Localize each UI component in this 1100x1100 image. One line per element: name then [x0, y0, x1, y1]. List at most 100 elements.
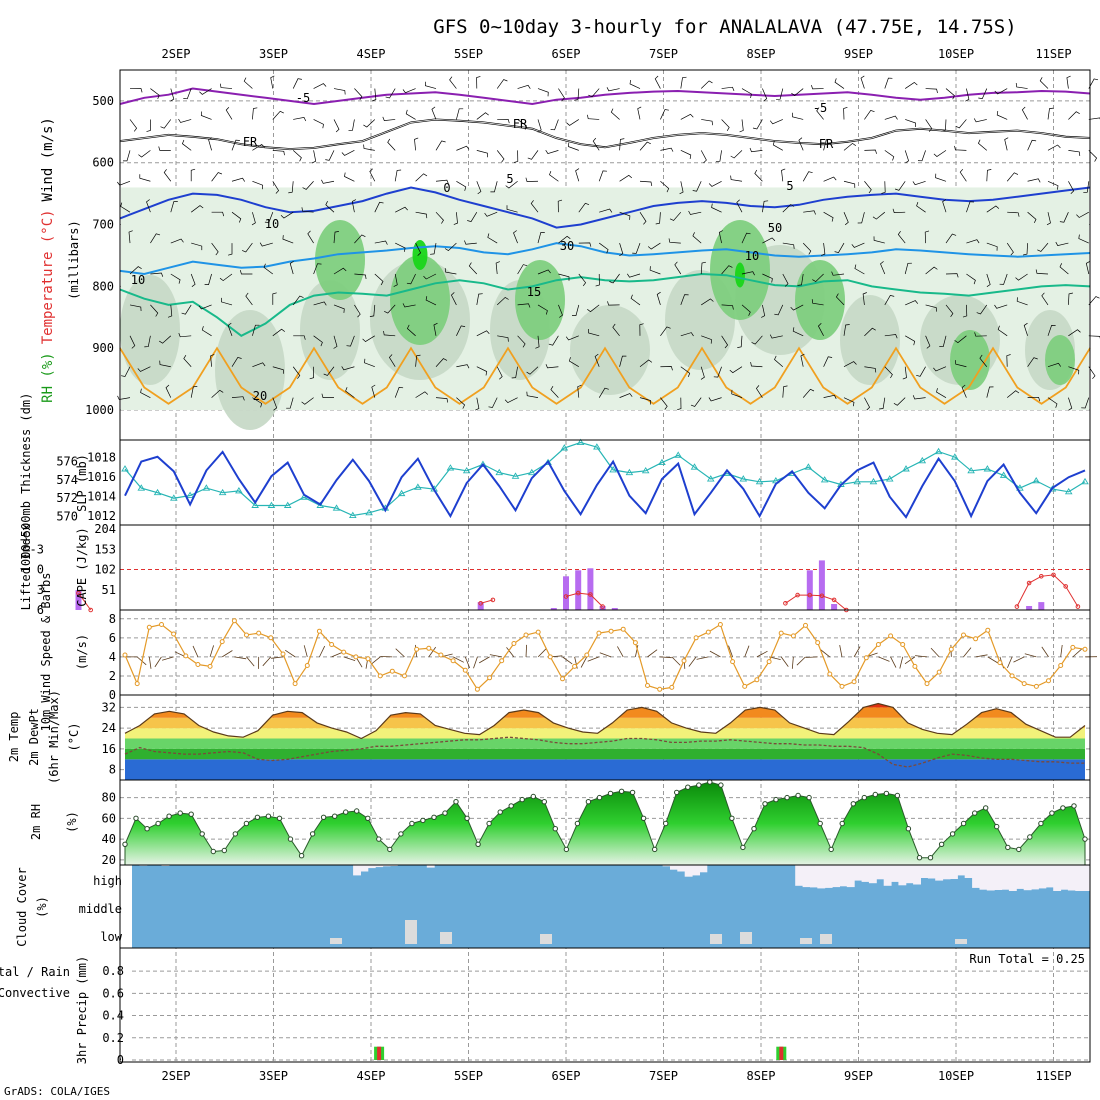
wind-barb	[1088, 366, 1096, 380]
wind-barb	[835, 293, 845, 306]
rh2m-point	[243, 820, 250, 827]
wind-barb	[598, 387, 609, 398]
cloud-high-gap	[942, 865, 951, 880]
wind-barb	[864, 149, 877, 154]
wind-barb	[139, 174, 151, 182]
wind-speed-point	[402, 673, 407, 679]
wind-barb	[387, 138, 396, 151]
wind-barb	[252, 397, 263, 408]
cloud-high-gap	[1045, 865, 1054, 888]
wind-barb-10m	[587, 656, 600, 662]
cape-tick-label: 153	[94, 542, 116, 556]
wind-speed-point	[645, 683, 650, 688]
wind-barb-10m	[791, 656, 794, 669]
wind-barb	[1041, 292, 1049, 306]
wind-barb	[415, 391, 429, 398]
wind-barb	[999, 273, 1008, 285]
wind-barb	[444, 268, 457, 275]
rh2m-point	[883, 790, 890, 797]
rh2m-point	[475, 841, 481, 847]
cloud-low-gap	[820, 934, 832, 944]
wind-barb-10m	[537, 648, 547, 658]
cloud-high-gap	[964, 865, 973, 878]
wind-barb	[159, 335, 172, 344]
wind-barb	[211, 172, 223, 182]
rh2m-point	[762, 801, 768, 807]
li-point	[1039, 574, 1044, 579]
upper-axis-label-part: Wind (m/s)	[40, 117, 56, 201]
rh2m-point	[177, 810, 183, 816]
wind-barb	[1088, 296, 1100, 306]
wind-barb	[607, 301, 620, 306]
wind-barb	[1047, 144, 1061, 151]
wind-barb	[912, 180, 926, 186]
wind-barb	[802, 242, 812, 255]
li-point	[783, 601, 788, 606]
wind-barb	[762, 200, 769, 213]
date-label-bottom: 10SEP	[938, 1069, 974, 1083]
wind-barb	[688, 210, 702, 215]
wind-barb	[464, 240, 477, 245]
wind-barb	[263, 263, 274, 275]
wind-barb	[204, 273, 212, 285]
thickness-axis-label: 1000~500mb Thickness (dm)	[19, 393, 33, 574]
li-line	[1016, 574, 1079, 607]
rh-region	[215, 310, 285, 430]
precip-axis-label: 3hr Precip (mm)	[75, 956, 89, 1064]
rh2m-point	[508, 803, 514, 809]
wind-barb-10m	[319, 645, 326, 658]
thickness-point	[593, 443, 601, 450]
wind-barb-10m	[562, 656, 573, 665]
wind-barb	[627, 273, 641, 278]
wind-barb	[406, 273, 416, 285]
wind-barb	[721, 86, 735, 92]
wind-barb-10m	[192, 645, 199, 658]
wind-barb	[959, 168, 967, 182]
wind-barb-10m	[1060, 644, 1063, 657]
wind-speed-point	[316, 628, 322, 634]
wind-barb	[252, 144, 265, 151]
wind-barb	[831, 271, 845, 276]
wind-barb	[371, 384, 376, 398]
rh2m-point	[453, 799, 459, 805]
contour-label: FR	[513, 117, 528, 131]
rh2m-point	[265, 813, 272, 819]
thickness-point	[300, 493, 308, 500]
wind-barb	[333, 88, 346, 95]
pressure-tick-label: 500	[92, 94, 114, 108]
wind-barb	[1068, 292, 1073, 305]
wind-barb	[1027, 178, 1041, 183]
cloud-high-gap	[353, 865, 361, 876]
wind-barb	[588, 88, 600, 98]
wind-barb	[772, 140, 783, 151]
cloud-high-gap	[861, 865, 870, 882]
rh2m-point	[309, 831, 316, 837]
wind-barb	[272, 150, 285, 156]
wind-barb	[364, 358, 375, 368]
thickness-tick-label: 576	[56, 455, 78, 469]
wind-barb	[150, 272, 164, 277]
li-point	[1026, 580, 1032, 586]
wind-barb	[292, 150, 302, 162]
cloud-high-gap	[979, 865, 988, 890]
panel-frame-precip	[119, 947, 1091, 1063]
thickness-point	[934, 447, 943, 455]
wind-barb	[619, 355, 627, 367]
wind-barb-10m	[262, 656, 272, 667]
wind-barb	[619, 211, 631, 220]
wind-barb	[843, 142, 857, 151]
li-point	[575, 590, 581, 596]
wind-barb	[545, 150, 559, 155]
wind-barb	[1027, 139, 1037, 151]
wind-barb	[935, 173, 947, 182]
wind-speed-line	[124, 619, 1086, 691]
wind-speed-point	[195, 662, 201, 667]
precip-convective-bar	[779, 1046, 784, 1060]
li-tick-label: 0	[37, 563, 44, 577]
cloud-high-gap	[839, 865, 848, 887]
wind-barb	[178, 332, 192, 338]
date-label-bottom: 7SEP	[649, 1069, 678, 1083]
rh2m-point	[618, 788, 625, 794]
wind-barb	[843, 106, 848, 120]
wind-barb	[513, 150, 519, 163]
